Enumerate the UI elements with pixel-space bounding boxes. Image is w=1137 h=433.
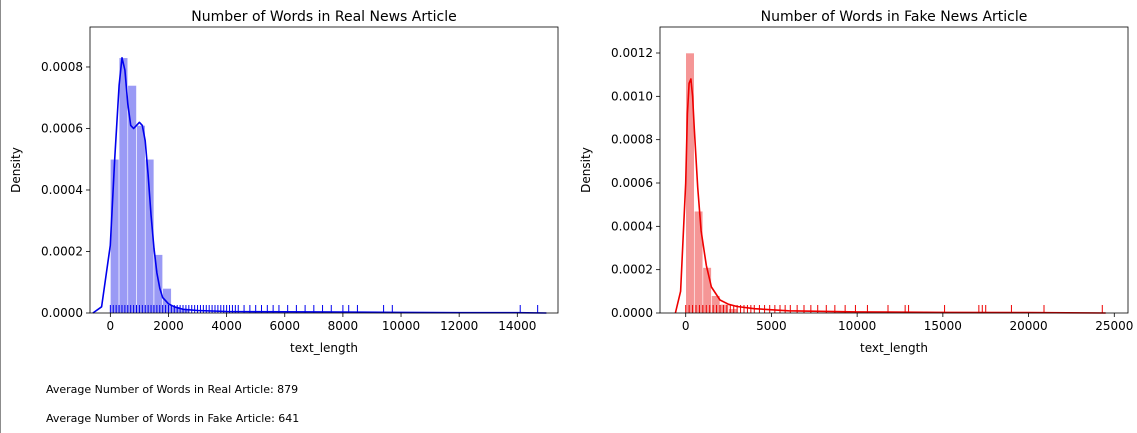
histogram-bar [693, 210, 704, 314]
x-tick-label: 15000 [924, 319, 962, 333]
histogram-bar [136, 125, 146, 314]
y-tick-label: 0.0000 [41, 306, 83, 320]
x-tick-label: 0 [107, 319, 115, 333]
figure: 0 2000 4000 6000 8000 10000 12000 14000 0.0000 0.… [9, 9, 1133, 355]
y-tick-label: 0.0000 [611, 306, 653, 320]
x-tick-label: 25000 [1095, 319, 1133, 333]
y-tick-label: 0.0002 [41, 244, 83, 258]
y-tick-label: 0.0002 [611, 263, 653, 277]
x-tick-label: 14000 [498, 319, 536, 333]
histogram-bar [127, 85, 137, 314]
y-axis-label: Density [579, 147, 593, 193]
x-axis-label: text_length [860, 341, 928, 355]
average-real-text: Average Number of Words in Real Article:… [46, 383, 299, 396]
y-tick-label: 0.0006 [41, 121, 83, 135]
x-tick-label: 10000 [838, 319, 876, 333]
x-tick-label: 0 [682, 319, 690, 333]
x-tick-label: 5000 [756, 319, 787, 333]
y-tick-label: 0.0008 [611, 133, 653, 147]
y-tick-label: 0.0004 [611, 219, 653, 233]
axes-frame [89, 26, 559, 314]
kde-curve [92, 56, 547, 314]
y-tick-label: 0.0010 [611, 89, 653, 103]
y-axis-label: Density [9, 147, 23, 193]
y-tick-label: 0.0006 [611, 176, 653, 190]
histogram-bar [162, 288, 172, 314]
cell-left-border [0, 0, 1, 433]
x-tick-label: 10000 [382, 319, 420, 333]
axes-frame [659, 26, 1129, 314]
y-tick-label: 0.0008 [41, 60, 83, 74]
chart-title: Number of Words in Real News Article [191, 9, 456, 25]
x-tick-label: 4000 [211, 319, 242, 333]
y-tick-label: 0.0012 [611, 46, 653, 60]
histogram-bar [110, 158, 120, 314]
chart-real: 0 2000 4000 6000 8000 10000 12000 14000 0.0000 0.… [9, 9, 559, 355]
x-tick-label: 20000 [1009, 319, 1047, 333]
x-tick-label: 8000 [328, 319, 359, 333]
histogram-bar [685, 52, 695, 314]
chart-fake: 0 5000 10000 15000 20000 25000 0.0000 0.0002 0.0… [579, 9, 1133, 355]
chart-title: Number of Words in Fake News Article [761, 9, 1028, 25]
x-tick-label: 12000 [440, 319, 478, 333]
x-tick-label: 6000 [269, 319, 300, 333]
y-tick-label: 0.0004 [41, 183, 83, 197]
kde-curve [674, 78, 1106, 314]
average-fake-text: Average Number of Words in Fake Article:… [46, 412, 300, 425]
x-tick-label: 2000 [153, 319, 184, 333]
x-axis-label: text_length [290, 341, 358, 355]
